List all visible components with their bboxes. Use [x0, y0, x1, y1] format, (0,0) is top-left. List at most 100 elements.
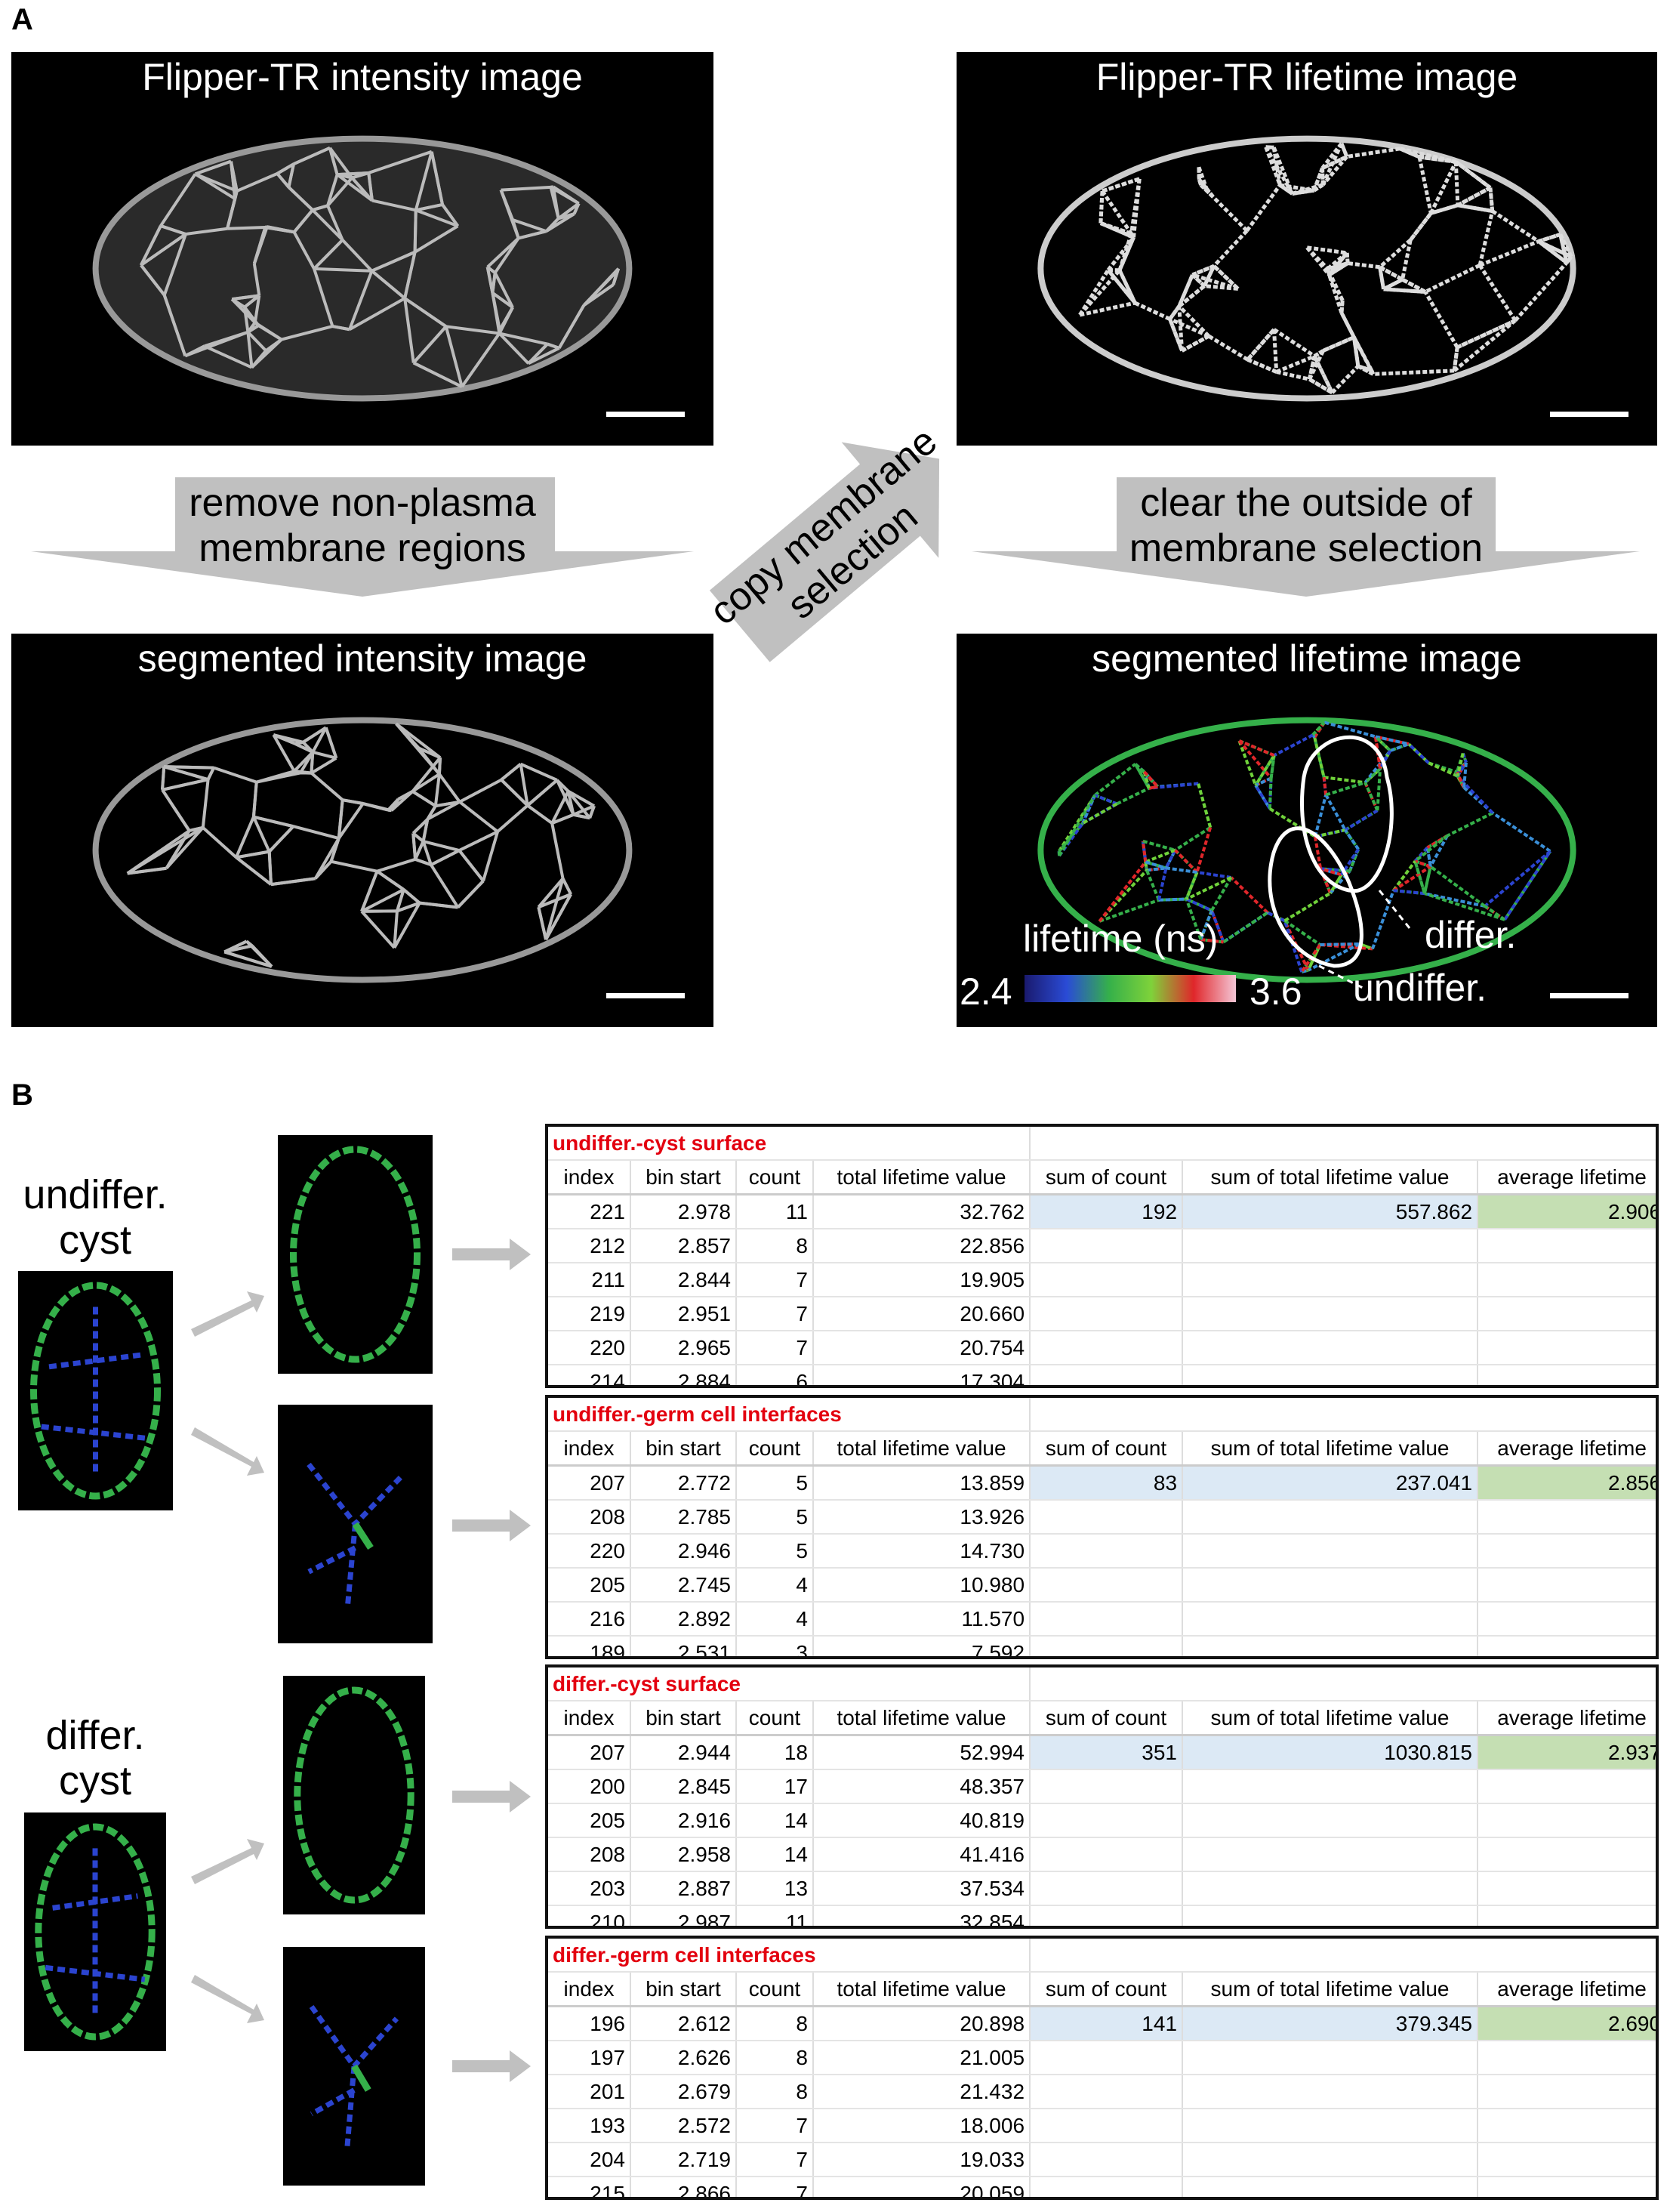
empty-cell — [1030, 1229, 1184, 1263]
label-line: undiffer. — [23, 1172, 168, 1217]
panel-b-label: B — [11, 1078, 33, 1112]
table-cell: 17.304 — [813, 1365, 1031, 1385]
table-cell: 2.612 — [630, 2006, 737, 2041]
segmented-lifetime-image: segmented lifetime image differ. undiffe… — [957, 634, 1657, 1027]
arrow-clear-outside — [972, 477, 1640, 597]
arrow-text-line: clear the outside of — [1140, 481, 1472, 525]
table-cell: 189 — [548, 1636, 631, 1656]
table-cell: 2.844 — [630, 1263, 737, 1297]
column-header: count — [736, 1431, 814, 1467]
empty-cell — [1477, 1263, 1656, 1297]
table-row: 204 2.719 7 19.033 — [548, 2143, 1656, 2177]
segmented-intensity-title: segmented intensity image — [137, 637, 587, 680]
table-row: 207 2.772 5 13.859 83 237.041 2.856 — [548, 1465, 1656, 1501]
empty-cell — [1182, 1229, 1479, 1263]
scale-bar — [606, 993, 685, 998]
differ-roi-label: differ. — [1425, 914, 1517, 956]
table-cell: 7 — [736, 2109, 814, 2143]
lifetime-image: Flipper-TR lifetime image — [957, 52, 1657, 446]
empty-cell — [1182, 1331, 1479, 1365]
table-cell: 200 — [548, 1769, 631, 1804]
table-cell: 7 — [736, 1263, 814, 1297]
table-cell: 7 — [736, 1297, 814, 1331]
column-header: average lifetime — [1477, 1431, 1656, 1467]
table-row: 205 2.745 4 10.980 — [548, 1568, 1656, 1603]
empty-cell — [1477, 2109, 1656, 2143]
column-header: total lifetime value — [813, 1431, 1031, 1467]
label-line: differ. — [45, 1713, 145, 1758]
sum-of-total-lifetime: 237.041 — [1182, 1465, 1479, 1501]
table-row: 205 2.916 14 40.819 — [548, 1803, 1656, 1838]
table-cell: 208 — [548, 1500, 631, 1535]
table-cell: 193 — [548, 2109, 631, 2143]
table-row: 197 2.626 8 21.005 — [548, 2041, 1656, 2075]
empty-cell — [1030, 1365, 1184, 1385]
column-header: sum of count — [1030, 1160, 1184, 1195]
label-line: cyst — [58, 1758, 131, 1803]
empty-cell — [1030, 2075, 1184, 2109]
differ-interfaces-thumbnail — [283, 1947, 425, 2186]
segmented-lifetime-title: segmented lifetime image — [1092, 637, 1522, 680]
empty-cell — [1182, 2109, 1479, 2143]
table-cell: 20.754 — [813, 1331, 1031, 1365]
table-row: 220 2.965 7 20.754 — [548, 1331, 1656, 1365]
empty-cell — [1477, 1636, 1656, 1656]
undiffer-cyst-label: undiffer. cyst — [5, 1172, 186, 1263]
table-row: 200 2.845 17 48.357 — [548, 1769, 1656, 1804]
table-cell: 19.905 — [813, 1263, 1031, 1297]
empty-cell — [1182, 1500, 1479, 1535]
empty-cell — [1030, 1263, 1184, 1297]
table-header-row: index bin start count total lifetime value s… — [548, 1160, 1656, 1195]
table-cell: 2.884 — [630, 1365, 737, 1385]
column-header: index — [548, 1972, 631, 2007]
table-cell: 215 — [548, 2177, 631, 2197]
micrograph — [92, 135, 633, 402]
scale-bar — [606, 412, 685, 417]
table-row: 189 2.531 3 7.592 — [548, 1636, 1656, 1656]
micrograph — [92, 717, 633, 983]
table-cell: 20.660 — [813, 1297, 1031, 1331]
scale-bar — [1550, 993, 1628, 998]
table-header-row: index bin start count total lifetime value s… — [548, 1701, 1656, 1736]
table-title-row: differ.-germ cell interfaces — [548, 1939, 1656, 1973]
table-cell: 220 — [548, 1534, 631, 1569]
table-cell: 10.980 — [813, 1568, 1031, 1603]
lifetime-table: undiffer.-cyst surface index bin start coun… — [545, 1124, 1659, 1388]
table-cell: 18 — [736, 1735, 814, 1770]
empty-cell — [1182, 2075, 1479, 2109]
table-cell: 14.730 — [813, 1534, 1031, 1569]
table-cell: 207 — [548, 1735, 631, 1770]
table-cell: 17 — [736, 1769, 814, 1804]
empty-cell — [1182, 1871, 1478, 1906]
table-cell: 20.898 — [813, 2006, 1031, 2041]
colorbar-max: 3.6 — [1249, 970, 1302, 1013]
table-cell: 37.534 — [813, 1871, 1031, 1906]
empty-cell — [1182, 1297, 1479, 1331]
column-header: index — [548, 1160, 631, 1195]
empty-cell — [1477, 1297, 1656, 1331]
table-cell: 2.987 — [630, 1905, 737, 1926]
empty-cell — [1030, 1331, 1184, 1365]
table-cell: 2.626 — [630, 2041, 737, 2075]
table-title: undiffer.-germ cell interfaces — [548, 1398, 1031, 1432]
table-cell: 32.762 — [813, 1194, 1031, 1229]
table-cell: 8 — [736, 2041, 814, 2075]
arrow-clear-text: clear the outside of membrane selection — [1042, 480, 1570, 571]
table-row: 196 2.612 8 20.898 141 379.345 2.690 — [548, 2006, 1656, 2041]
column-header: sum of total lifetime value — [1182, 1972, 1479, 2007]
table-cell: 13 — [736, 1871, 814, 1906]
table-cell: 207 — [548, 1465, 631, 1501]
table-cell: 7.592 — [813, 1636, 1031, 1656]
empty-cell — [1182, 2143, 1479, 2177]
lifetime-table: differ.-cyst surface index bin start count t… — [545, 1664, 1659, 1929]
column-header: sum of total lifetime value — [1182, 1701, 1478, 1736]
table-cell: 197 — [548, 2041, 631, 2075]
table-row: 220 2.946 5 14.730 — [548, 1534, 1656, 1569]
empty-cell — [1030, 1398, 1656, 1432]
table-cell: 7 — [736, 2143, 814, 2177]
table-cell: 2.866 — [630, 2177, 737, 2197]
table-row: 201 2.679 8 21.432 — [548, 2075, 1656, 2109]
empty-cell — [1030, 1803, 1183, 1838]
column-header: sum of count — [1030, 1972, 1184, 2007]
